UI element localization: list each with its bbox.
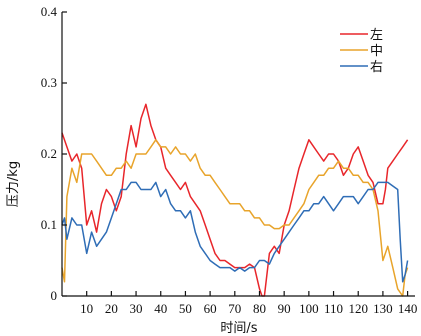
x-tick-label: 20 [105,301,118,316]
x-tick-label: 130 [373,301,393,316]
series-line-3 [61,181,409,283]
x-tick-label: 40 [154,301,167,316]
legend-label: 右 [370,60,383,75]
x-tick-label: 60 [204,301,217,316]
x-tick-label: 70 [228,301,241,316]
y-tick-label: 0 [51,288,58,303]
legend: 左中右 [340,28,383,75]
x-tick-label: 30 [130,301,143,316]
y-axis-title: 压力/kg [6,161,21,207]
y-tick-label: 0.2 [41,146,57,161]
x-tick-label: 90 [278,301,291,316]
x-tick-label: 120 [348,301,368,316]
legend-label: 左 [370,28,383,43]
y-tick-label: 0.1 [41,217,57,232]
x-axis-title: 时间/s [220,321,257,336]
y-ticks: 0 0.1 0.2 0.3 0.4 [41,4,67,303]
series-line-2 [61,139,409,297]
x-tick-label: 140 [398,301,418,316]
y-tick-label: 0.3 [41,75,57,90]
series-layer [61,103,409,297]
x-tick-label: 50 [179,301,192,316]
x-tick-label: 80 [253,301,266,316]
x-tick-label: 110 [324,301,343,316]
x-ticks: 10 20 30 40 50 60 70 80 90 100 110 120 130 140 [80,291,417,316]
x-tick-label: 100 [299,301,319,316]
x-tick-label: 10 [80,301,93,316]
axes-layer [61,12,415,297]
y-tick-label: 0.4 [41,4,58,19]
legend-label: 中 [370,44,383,59]
